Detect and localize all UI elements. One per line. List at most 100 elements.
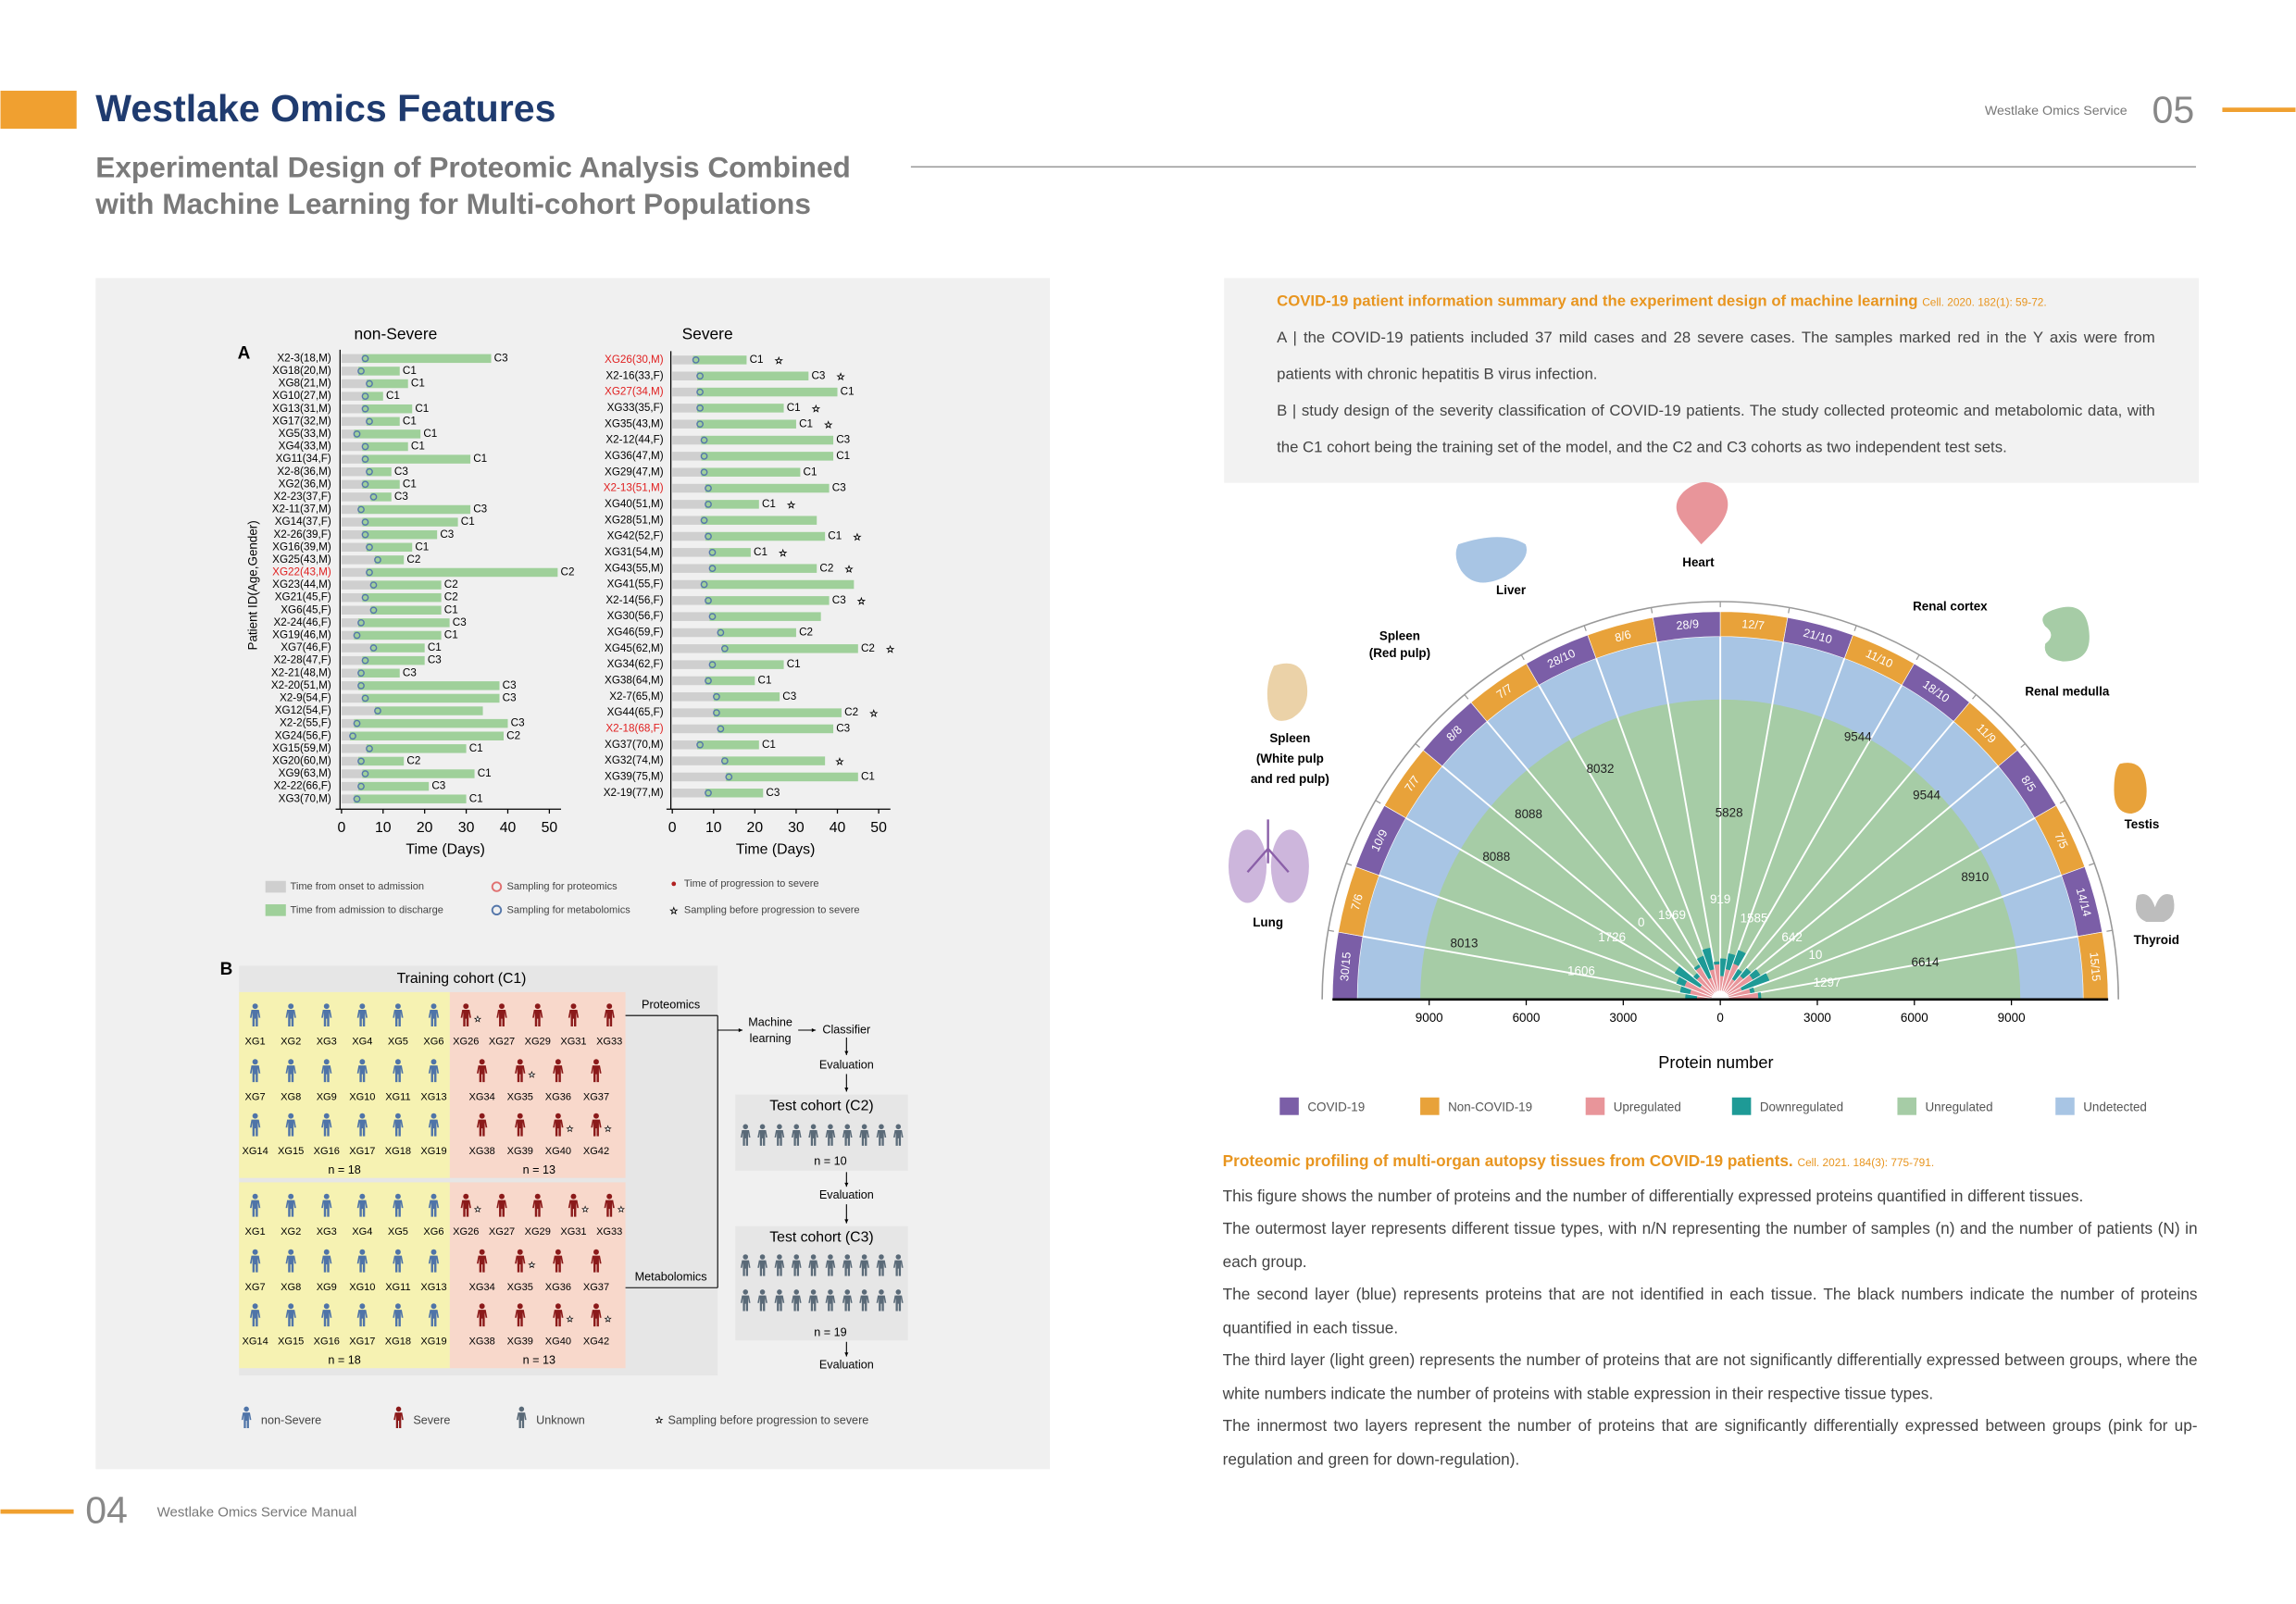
stable-number: 1297 xyxy=(1814,976,1841,989)
patient-id: X2-23(37,F) xyxy=(273,491,331,503)
outer-tick xyxy=(1788,607,1791,614)
patient-label: XG38 xyxy=(469,1146,495,1157)
organ-label: Liver xyxy=(1496,583,1527,597)
discharge-bar xyxy=(701,452,834,461)
manual-label: Westlake Omics Service Manual xyxy=(157,1505,357,1521)
discharge-bar xyxy=(726,772,858,782)
cohort-label: C2 xyxy=(444,578,458,591)
legend-label: Sampling for metabolomics xyxy=(507,904,631,915)
discharge-bar xyxy=(357,618,450,628)
organ-label: Renal cortex xyxy=(1913,600,1988,614)
ring-label: 12/7 xyxy=(1741,617,1766,632)
patient-label: XG11 xyxy=(385,1092,410,1103)
upregulated-wedge xyxy=(1684,980,1713,997)
legend-label: Severe xyxy=(413,1413,450,1426)
outer-tick xyxy=(1583,625,1587,631)
cohort-label: C3 xyxy=(394,466,408,478)
legend-label: COVID-19 xyxy=(1307,1100,1365,1113)
sampling-dot xyxy=(717,725,725,733)
sampling-dot xyxy=(349,732,356,740)
onset-bar xyxy=(341,555,375,565)
patient-label: XG5 xyxy=(388,1037,408,1048)
onset-bar xyxy=(672,772,727,782)
cohort-label: C1 xyxy=(473,453,487,465)
quantified-number: 9544 xyxy=(1844,729,1872,743)
downregulated-wedge xyxy=(1741,973,1770,992)
discharge-bar xyxy=(713,692,780,702)
patient-label: XG7 xyxy=(245,1282,266,1293)
onset-bar xyxy=(672,789,705,798)
sampling-dot xyxy=(720,757,729,765)
onset-bar xyxy=(341,781,358,791)
organ-label: Heart xyxy=(1682,555,1715,569)
cohort-label: C1 xyxy=(754,546,767,558)
sampling-dot xyxy=(366,379,373,388)
segment-divider xyxy=(1719,684,1903,1001)
patient-label: XG40 xyxy=(545,1337,571,1348)
classifier-label: Classifier xyxy=(822,1023,870,1036)
downregulated-wedge xyxy=(1725,952,1737,971)
sampling-dot xyxy=(366,467,373,476)
downregulated-wedge xyxy=(1731,968,1743,982)
patient-id: X2-7(65,M) xyxy=(609,690,664,703)
patient-label: XG31 xyxy=(560,1226,586,1237)
discharge-bar xyxy=(366,466,392,477)
cohort-label: C3 xyxy=(494,352,508,364)
discharge-bar xyxy=(362,592,442,603)
x-tick-label: 20 xyxy=(417,820,433,836)
patient-label: XG37 xyxy=(583,1282,609,1293)
brand: Westlake Omics Service xyxy=(1985,104,2128,118)
x-tick-label: 0 xyxy=(668,820,677,836)
evaluation-label: Evaluation xyxy=(819,1188,874,1201)
segment-divider xyxy=(1719,765,2000,1001)
legend-swatch xyxy=(265,880,286,893)
outer-tick xyxy=(2106,929,2113,932)
patient-id: XG35(43,M) xyxy=(605,417,664,429)
cohort-label: C3 xyxy=(428,654,442,666)
sampling-dot xyxy=(361,392,369,400)
sampling-dot xyxy=(353,795,361,803)
patient-id: X2-24(46,F) xyxy=(273,616,331,628)
patient-id: XG33(35,F) xyxy=(607,402,664,414)
segment-divider xyxy=(1719,658,1846,1001)
cohort-label: C1 xyxy=(787,658,801,670)
onset-bar xyxy=(341,479,363,490)
downregulated-wedge xyxy=(1696,955,1713,979)
sampling-dot xyxy=(361,593,369,602)
patient-label: XG6 xyxy=(423,1226,443,1237)
discharge-bar xyxy=(366,417,400,427)
patient-id: X2-20(51,M) xyxy=(271,679,331,691)
patient-id: XG28(51,M) xyxy=(605,514,664,526)
onset-bar xyxy=(341,630,355,640)
sampling-dot xyxy=(700,453,708,460)
sampling-dot xyxy=(708,548,717,556)
discharge-bar xyxy=(374,555,405,565)
downregulated-wedge xyxy=(1676,976,1688,987)
patient-label: XG8 xyxy=(281,1092,301,1103)
patient-label: XG3 xyxy=(317,1037,337,1048)
legend-label: Sampling for proteomics xyxy=(507,881,618,892)
cohort-label: C3 xyxy=(782,690,796,703)
x-tick-label: 10 xyxy=(375,820,392,836)
patient-label: XG16 xyxy=(314,1337,340,1348)
discharge-bar xyxy=(709,564,817,573)
patient-label: XG19 xyxy=(420,1146,446,1157)
downregulated-wedge xyxy=(1714,961,1721,965)
text-paragraph: The second layer (blue) represents prote… xyxy=(1222,1286,2198,1337)
patient-id: X2-13(51,M) xyxy=(604,482,664,494)
onset-bar xyxy=(341,354,363,364)
quantified-number: 8032 xyxy=(1587,762,1615,776)
cohort-label: C3 xyxy=(473,504,487,516)
patient-id: XG6(45,F) xyxy=(281,603,331,615)
stable-number: 642 xyxy=(1781,930,1802,944)
patient-id: XG29(47,M) xyxy=(605,466,664,478)
onset-bar xyxy=(672,531,705,541)
patient-label: XG3 xyxy=(317,1226,337,1237)
sampling-dot xyxy=(708,565,717,573)
sampling-dot xyxy=(361,404,369,413)
onset-bar xyxy=(341,655,363,665)
cohort-label: C3 xyxy=(511,717,525,729)
legend-label: Unknown xyxy=(536,1413,585,1426)
cohort-label: C1 xyxy=(423,428,437,440)
onset-bar xyxy=(341,567,367,578)
